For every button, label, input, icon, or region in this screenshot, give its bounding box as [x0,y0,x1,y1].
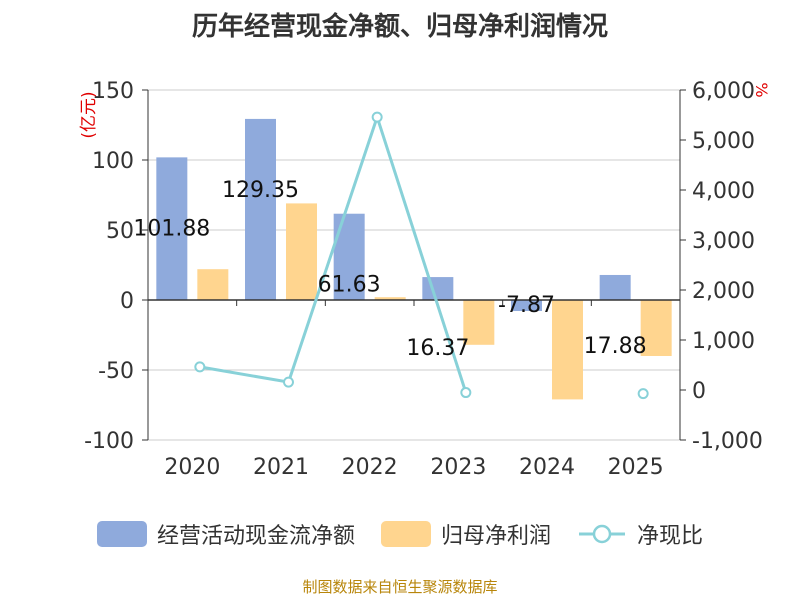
data-label-cash-2020: 101.88 [133,216,210,241]
data-source-note: 制图数据来自恒生聚源数据库 [302,578,498,596]
y2-tick-label: 6,000 [692,79,755,104]
axes-layer: -100 -50 0 50 100 150 -1,000 0 1,000 2,000 3,000 4,… [79,79,771,480]
bar-profit-2024 [552,300,583,400]
ratio-point-2022 [371,111,383,123]
data-label-cash-2024: -7.87 [498,293,555,318]
data-label-cash-2025: 17.88 [584,334,647,359]
legend-label-cash: 经营活动现金流净额 [156,524,355,549]
x-tick-label: 2024 [519,455,575,480]
bar-cash-2025 [599,274,631,300]
legend-swatch-profit [380,521,431,547]
y-tick-label: 0 [120,289,134,314]
bar-cash-2024 [511,300,542,312]
y2-tick-label: 1,000 [692,329,755,354]
data-label-cash-2023: 16.37 [406,336,469,361]
legend-label-profit: 归母净利润 [440,524,551,549]
y2-axis-unit-label: % [752,82,771,97]
bar-cash-2021 [245,118,276,300]
labels-layer: 101.88 129.35 61.63 16.37 -7.87 17.88 [133,178,646,361]
x-tick-label: 2022 [342,455,398,480]
bar-cash-2023 [422,277,454,300]
x-tick-label: 2025 [608,455,664,480]
chart-title: 历年经营现金净额、归母净利润情况 [191,12,608,42]
bar-profit-2023 [463,300,495,345]
y-tick-label: -100 [84,429,134,454]
ratio-point-2023 [460,387,472,399]
y-tick-label: 150 [92,79,134,104]
bar-profit-2025 [640,300,672,356]
legend-item-profit[interactable]: 归母净利润 [380,518,551,550]
legend-swatch-cash [96,521,147,547]
y-tick-label: 50 [106,219,134,244]
bar-profit-2020 [197,269,229,300]
bars-layer [156,118,672,400]
bar-profit-2022 [374,297,406,300]
y2-tick-label: 3,000 [692,229,755,254]
x-tick-label: 2021 [253,455,309,480]
bar-cash-2020 [156,157,188,300]
grid-layer [148,89,680,441]
y-axis-unit-label: (亿元) [79,91,99,138]
legend-swatch-ratio-icon [579,524,625,544]
y-tick-label: 100 [92,149,134,174]
bar-profit-2021 [286,203,317,300]
data-label-cash-2021: 129.35 [222,178,299,203]
y-tick-label: -50 [98,359,134,384]
y2-tick-label: -1,000 [692,429,763,454]
y2-tick-label: 0 [692,379,706,404]
ratio-line-segment [199,112,468,394]
y2-tick-label: 4,000 [692,179,755,204]
x-tick-label: 2020 [164,455,220,480]
ratio-point-2025 [637,388,649,400]
y2-tick-label: 5,000 [692,129,755,154]
line-layer [194,111,649,400]
y2-tick-label: 2,000 [692,279,755,304]
legend-label-ratio: 净现比 [637,524,704,549]
data-label-cash-2022: 61.63 [318,273,381,298]
ratio-point-2021 [283,376,294,388]
legend-item-ratio[interactable]: 净现比 [577,518,703,550]
legend: 经营活动现金流净额 归母净利润 净现比 [0,518,800,550]
x-tick-label: 2023 [430,455,486,480]
ratio-point-2020 [194,361,206,373]
legend-item-cash[interactable]: 经营活动现金流净额 [96,518,355,550]
